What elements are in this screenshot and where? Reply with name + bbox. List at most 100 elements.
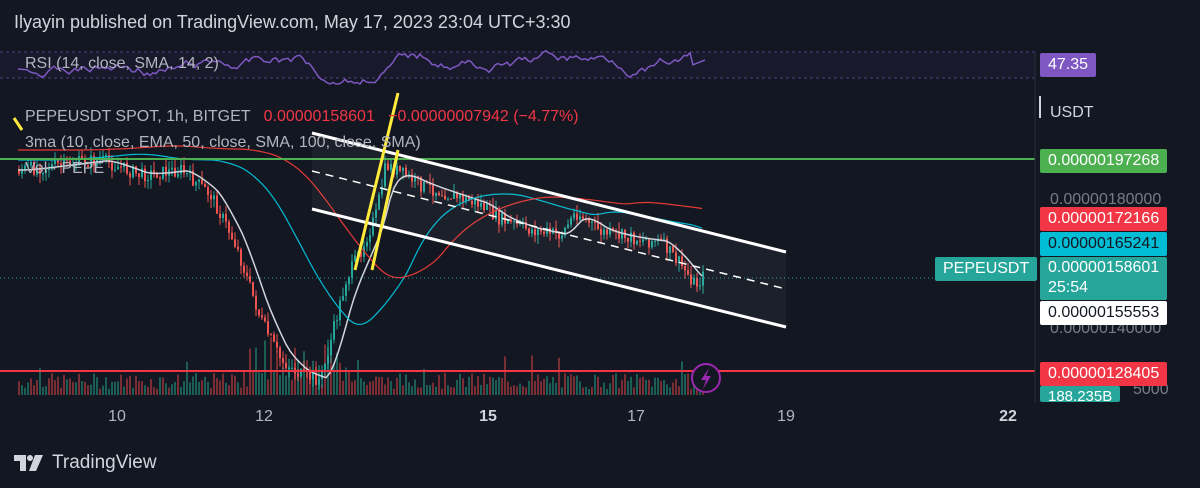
last-price-value: 0.00000158601 [263, 108, 375, 125]
tradingview-brand[interactable]: TradingView [14, 452, 157, 474]
volume-bar [279, 375, 281, 395]
volume-bar [282, 367, 284, 395]
volume-bar [507, 381, 509, 395]
volume-bar [18, 381, 20, 395]
candle-body [315, 372, 317, 385]
volume-bar [594, 374, 596, 395]
candle-body [117, 166, 119, 170]
candle-body [309, 371, 311, 380]
candle-body [507, 219, 509, 224]
candle-body [129, 173, 131, 178]
volume-bar [162, 377, 164, 395]
candle-body [327, 355, 329, 364]
volume-bar [183, 381, 185, 395]
candle-body [486, 204, 488, 210]
candle-body [207, 187, 209, 196]
volume-bar [396, 377, 398, 395]
candle-body [60, 163, 62, 166]
candle-body [642, 239, 644, 242]
volume-bar [75, 382, 77, 395]
volume-bar [600, 387, 602, 395]
candle-body [579, 216, 581, 220]
volume-bar [597, 376, 599, 395]
volume-bar [261, 373, 263, 395]
candle-body [225, 214, 227, 222]
candle-body [639, 240, 641, 242]
candle-body [141, 168, 143, 177]
volume-bar [150, 379, 152, 395]
candle-body [219, 213, 221, 218]
volume-bar [552, 376, 554, 395]
volume-bar [573, 376, 575, 395]
volume-bar [213, 373, 215, 395]
candle-body [54, 160, 56, 164]
volume-bar [684, 374, 686, 395]
candle-body [630, 232, 632, 242]
volume-bar [471, 373, 473, 395]
volume-bar [51, 373, 53, 395]
candle-body [51, 163, 53, 169]
candle-body [132, 165, 134, 178]
candle-body [255, 295, 257, 310]
candle-body [204, 183, 206, 188]
ema-10-line [18, 160, 703, 379]
volume-bar [165, 383, 167, 395]
candle-body [582, 216, 584, 219]
volume-bar [690, 388, 692, 395]
candle-body [366, 241, 368, 247]
candle-body [444, 195, 446, 200]
candle-body [18, 170, 20, 174]
candle-body [648, 239, 650, 248]
candle-body [597, 221, 599, 229]
volume-bar [498, 376, 500, 395]
candle-body [354, 255, 356, 262]
candle-body [249, 276, 251, 282]
volume-bar [369, 381, 371, 395]
candle-body [243, 265, 245, 273]
channel-lower-line [311, 207, 787, 329]
volume-bar [333, 362, 335, 395]
candle-body [456, 192, 458, 199]
volume-bar [204, 376, 206, 395]
volume-bar [351, 381, 353, 395]
ma-legend: 3ma (10, close, EMA, 50, close, SMA, 100… [25, 134, 421, 151]
volume-bar [531, 355, 533, 395]
volume-bar [84, 381, 86, 395]
volume-legend: Vol · PEPE [25, 160, 105, 177]
volume-bar [237, 382, 239, 395]
candle-body [45, 169, 47, 173]
volume-bar [537, 374, 539, 395]
volume-bar [657, 377, 659, 395]
candle-body [468, 197, 470, 201]
candle-body [216, 195, 218, 214]
candle-body [213, 195, 215, 200]
candle-body [273, 334, 275, 342]
volume-bar [117, 381, 119, 395]
volume-bar [462, 378, 464, 395]
volume-bar [429, 385, 431, 395]
yellow-mark [12, 117, 24, 131]
volume-bar [303, 351, 305, 395]
x-tick-12: 12 [255, 408, 273, 425]
volume-bar [651, 386, 653, 395]
volume-bar [363, 381, 365, 395]
ma-white-price-tag: 0.00000155553 [1040, 301, 1168, 325]
candle-body [471, 200, 473, 205]
volume-bar [189, 382, 191, 395]
volume-bar [72, 381, 74, 395]
volume-bar [627, 380, 629, 395]
candle-body [459, 194, 461, 199]
candle-body [303, 369, 305, 371]
candle-body [531, 229, 533, 234]
candle-body [279, 347, 281, 359]
volume-bar [105, 377, 107, 395]
candle-body [480, 203, 482, 207]
volume-bar [186, 361, 188, 395]
candle-body [414, 175, 416, 182]
alert-icon[interactable] [691, 363, 721, 393]
candle-body [561, 235, 563, 239]
volume-bar [561, 387, 563, 395]
candle-body [57, 160, 59, 164]
